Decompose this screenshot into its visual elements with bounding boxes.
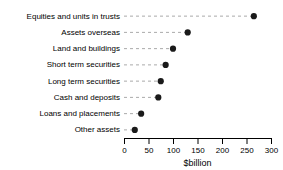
y-tick: Short term securities — [47, 60, 120, 69]
x-tick-mark — [222, 138, 223, 144]
dot — [158, 78, 164, 84]
x-tick-label: 100 — [167, 146, 181, 155]
x-tick-label: 150 — [191, 146, 205, 155]
y-tick-label: Loans and placements — [40, 109, 121, 118]
x-tick: 150 — [191, 138, 205, 155]
x-tick: 0 — [122, 138, 127, 155]
dot — [251, 13, 257, 19]
stem — [124, 32, 188, 33]
x-tick-mark — [149, 138, 150, 144]
y-tick: Equities and units in trusts — [27, 12, 120, 21]
x-tick: 250 — [240, 138, 254, 155]
dot — [185, 29, 191, 35]
x-axis-title: $billion — [183, 158, 211, 168]
y-tick: Loans and placements — [40, 109, 121, 118]
x-tick-mark — [247, 138, 248, 144]
x-tick-label: 250 — [240, 146, 254, 155]
y-axis: Other assets Loans and placements Cash and… — [27, 12, 120, 135]
y-tick-label: Equities and units in trusts — [27, 12, 120, 21]
chart: 0 50 100 150 200 250 300 Other assets Loans and … — [0, 0, 283, 170]
x-axis: 0 50 100 150 200 250 300 — [122, 138, 278, 155]
stem — [124, 97, 158, 98]
x-tick-label: 200 — [216, 146, 230, 155]
y-tick: Long term securities — [48, 77, 120, 86]
y-tick-label: Assets overseas — [61, 28, 120, 37]
stem — [124, 16, 254, 17]
dot — [163, 62, 169, 68]
x-tick: 200 — [216, 138, 230, 155]
dot — [155, 94, 161, 100]
x-tick-label: 300 — [265, 146, 279, 155]
y-tick-label: Land and buildings — [53, 44, 120, 53]
x-tick-mark — [198, 138, 199, 144]
marks — [124, 13, 257, 133]
x-tick-label: 50 — [145, 146, 154, 155]
stem — [124, 81, 161, 82]
y-tick: Cash and deposits — [54, 93, 120, 102]
x-tick-label: 0 — [122, 146, 127, 155]
stem — [124, 64, 166, 65]
y-tick-label: Other assets — [75, 125, 120, 134]
y-tick: Assets overseas — [61, 28, 120, 37]
x-tick: 100 — [167, 138, 181, 155]
x-tick-mark — [124, 138, 125, 144]
dot — [132, 127, 138, 133]
dot — [138, 111, 144, 117]
x-tick-mark — [173, 138, 174, 144]
y-tick: Other assets — [75, 125, 120, 134]
y-tick-label: Short term securities — [47, 60, 120, 69]
plot: 0 50 100 150 200 250 300 Other assets Loans and … — [27, 12, 279, 155]
stem — [124, 48, 173, 49]
x-tick: 300 — [265, 138, 279, 155]
y-tick-label: Cash and deposits — [54, 93, 120, 102]
y-tick: Land and buildings — [53, 44, 120, 53]
y-tick-label: Long term securities — [48, 77, 120, 86]
dot — [170, 46, 176, 52]
x-tick-mark — [271, 138, 272, 144]
x-tick: 50 — [145, 138, 154, 155]
